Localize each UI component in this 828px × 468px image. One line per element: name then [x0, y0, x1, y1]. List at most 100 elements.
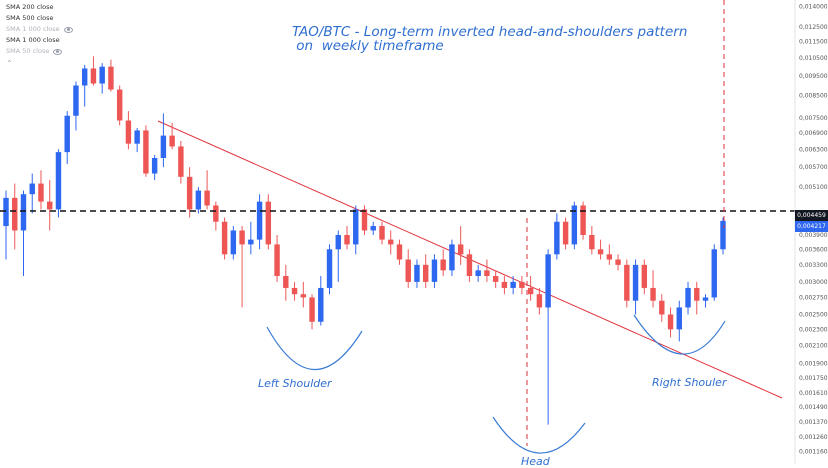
title-line-1: TAO/BTC - Long-term inverted head-and-sh… — [292, 24, 688, 40]
candle-body — [440, 259, 446, 271]
candle-body — [554, 221, 560, 255]
y-tick-label: 0,006300 — [799, 146, 828, 153]
right-shoulder-curve — [633, 314, 726, 355]
y-tick-label: 0,007500 — [799, 115, 828, 122]
y-tick-label: 0,003600 — [799, 246, 828, 253]
candle-body — [108, 66, 114, 90]
y-tick-label: 0,009500 — [799, 73, 828, 80]
legend-item-label: SMA 1 000 close — [6, 36, 60, 44]
candle-body — [318, 287, 324, 322]
candle-body — [466, 254, 473, 277]
overlay — [0, 0, 795, 454]
candle-body — [457, 244, 464, 255]
candle-body — [379, 226, 385, 240]
candle-body — [99, 66, 105, 84]
candle-body — [169, 135, 175, 147]
candle-body — [38, 183, 44, 202]
candle-body — [90, 68, 97, 84]
candle-body — [492, 276, 499, 282]
candle-body — [449, 244, 455, 271]
candle-body — [326, 249, 333, 288]
candle-body — [116, 89, 123, 121]
collapse-chevron-icon[interactable]: ⌃ — [6, 59, 13, 68]
candle-body — [667, 314, 674, 330]
legend-item-label: SMA 200 close — [6, 3, 54, 11]
y-tick-label: 0,006900 — [799, 130, 828, 137]
y-tick-label: 0,002300 — [799, 326, 828, 333]
candle-body — [388, 239, 394, 245]
candle-body — [265, 201, 272, 245]
y-tick-label: 0,014000 — [799, 4, 828, 11]
candle-body — [195, 190, 202, 210]
candle-body — [519, 281, 525, 288]
candle-body — [344, 234, 350, 245]
candle-body — [230, 230, 237, 255]
candle-body — [291, 287, 298, 295]
candle-body — [650, 287, 656, 301]
right-shoulder-label: Right Shouler — [652, 376, 727, 389]
legend-item[interactable]: SMA 200 close — [6, 2, 73, 13]
candle-body — [160, 135, 167, 158]
y-tick-label: 0,001260 — [799, 434, 828, 441]
y-tick-label: 0,010500 — [799, 55, 828, 62]
candle-body — [405, 259, 411, 282]
candle-body — [12, 197, 18, 231]
legend-item[interactable]: SMA 1 000 close — [6, 35, 73, 46]
y-tick-label: 0,002750 — [799, 294, 828, 301]
candle-body — [484, 270, 490, 277]
candle-body — [309, 297, 315, 322]
candle-body — [64, 115, 70, 153]
y-tick-label: 0,003300 — [799, 262, 828, 269]
price-axis: 0,014000 0,012500 0,011500 0,010500 0,009500… — [794, 0, 828, 464]
legend-item-label: SMA 1 000 close — [6, 25, 60, 33]
y-tick-label: 0,003900 — [799, 232, 828, 239]
candle-body — [55, 152, 62, 210]
candle-body — [632, 264, 639, 301]
candle-body — [641, 264, 648, 288]
y-tick-label: 0,011500 — [799, 39, 828, 46]
left-shoulder-label: Left Shoulder — [258, 377, 332, 390]
candle-body — [545, 254, 551, 308]
candle-body — [589, 234, 595, 250]
y-tick-label: 0,001370 — [799, 419, 828, 426]
y-tick-label: 0,002500 — [799, 311, 828, 318]
candle-body — [624, 264, 630, 301]
candle-body — [204, 190, 210, 206]
candle-body — [431, 259, 438, 282]
head-curve — [492, 416, 586, 454]
candle-body — [711, 249, 717, 298]
candle-body — [685, 287, 691, 308]
candle-body — [562, 221, 569, 245]
indicator-legend: SMA 200 close SMA 500 close SMA 1 000 clos… — [6, 2, 73, 69]
eye-icon[interactable] — [63, 26, 73, 33]
legend-item-label: SMA 50 close — [6, 47, 50, 55]
candle-body — [702, 297, 709, 301]
eye-icon[interactable] — [53, 48, 63, 55]
candle-body — [615, 259, 621, 265]
y-tick-label: 0,001490 — [799, 404, 828, 411]
candle-body — [143, 130, 149, 174]
y-tick-label: 0,005700 — [799, 164, 828, 171]
y-tick-label: 0,012500 — [799, 24, 828, 31]
candle-body — [151, 157, 158, 174]
legend-item[interactable]: SMA 500 close — [6, 13, 73, 24]
candle-body — [274, 244, 280, 277]
candle-body — [353, 209, 359, 245]
candle-body — [720, 220, 726, 250]
candle-body — [213, 205, 219, 222]
legend-item[interactable]: SMA 50 close — [6, 46, 73, 57]
candle-body — [501, 281, 508, 288]
candle-body — [659, 300, 665, 315]
legend-item-label: SMA 500 close — [6, 14, 54, 22]
candle-body — [73, 85, 79, 116]
candle-body — [134, 130, 140, 144]
candle-body — [606, 254, 613, 260]
legend-item[interactable]: SMA 1 000 close — [6, 24, 73, 35]
candle-body — [300, 294, 307, 298]
candle-body — [597, 249, 604, 255]
candle-body — [186, 176, 193, 210]
y-tick-label: 0,005100 — [799, 184, 828, 191]
candle-body — [580, 205, 586, 235]
candles — [3, 56, 726, 425]
